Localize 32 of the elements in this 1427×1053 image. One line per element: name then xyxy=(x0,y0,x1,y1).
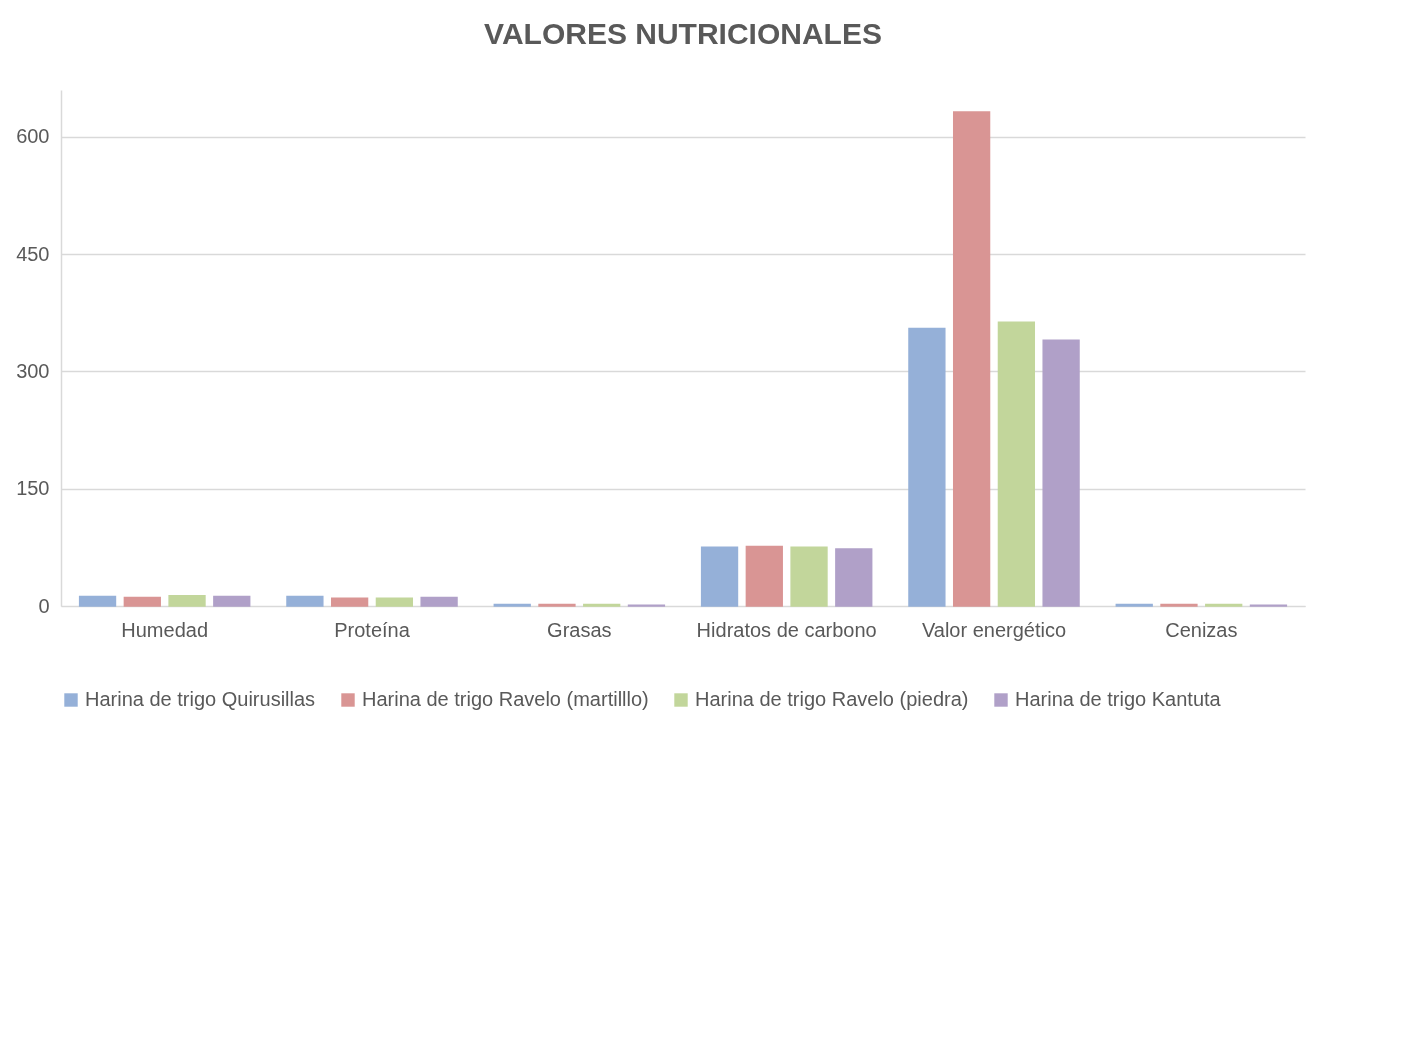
bar xyxy=(835,548,873,607)
x-tick-label: Hidratos de carbono xyxy=(696,618,877,641)
bar xyxy=(330,597,369,607)
bar xyxy=(700,546,739,607)
legend-label: Harina de trigo Ravelo (piedra) xyxy=(695,688,969,710)
bar xyxy=(1042,339,1080,607)
x-tick-label: Humedad xyxy=(121,618,209,641)
y-tick-label: 600 xyxy=(16,125,50,148)
bar xyxy=(375,597,414,607)
bar xyxy=(420,596,458,607)
chart-title: VALORES NUTRICIONALES xyxy=(484,17,882,50)
bar xyxy=(286,595,324,607)
bar xyxy=(745,545,783,607)
bar xyxy=(908,327,946,607)
bar xyxy=(78,595,117,607)
x-tick-label: Proteína xyxy=(334,618,411,641)
bar xyxy=(952,111,991,607)
bar xyxy=(997,321,1036,607)
x-tick-label: Cenizas xyxy=(1165,618,1238,641)
bar xyxy=(123,596,161,607)
y-tick-label: 300 xyxy=(16,359,50,382)
bar xyxy=(213,595,251,607)
y-tick-label: 450 xyxy=(16,242,50,265)
x-tick-label: Grasas xyxy=(547,618,612,641)
y-tick-label: 0 xyxy=(38,594,50,617)
y-tick-label: 150 xyxy=(16,477,50,500)
legend-label: Harina de trigo Ravelo (martilllo) xyxy=(362,688,649,710)
x-tick-label: Valor energético xyxy=(921,618,1067,641)
bar xyxy=(168,595,206,607)
bar xyxy=(790,546,828,607)
legend-label: Harina de trigo Kantuta xyxy=(1015,688,1222,710)
legend-label: Harina de trigo Quirusillas xyxy=(85,688,316,710)
